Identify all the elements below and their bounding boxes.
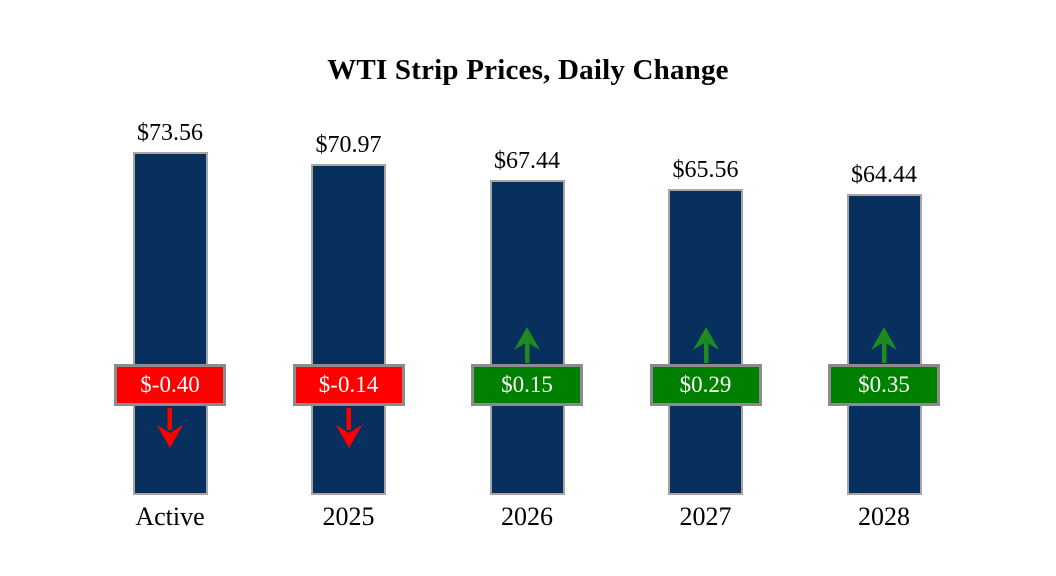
bar [668,189,743,495]
bar-value-label: $73.56 [137,120,203,146]
category-label: 2028 [858,502,910,531]
bar-value-label: $70.97 [315,132,382,158]
category-label: 2026 [501,502,553,531]
category-label: 2025 [322,502,375,531]
bar-value-label: $67.44 [494,148,560,174]
category-label: Active [135,502,205,531]
down-arrow-icon [334,408,364,448]
up-arrow-icon [512,327,542,363]
bar-value-label: $64.44 [851,162,917,188]
change-badge: $-0.40 [114,364,226,406]
up-arrow-icon [869,327,899,363]
down-arrow-icon [155,408,185,448]
chart-title: WTI Strip Prices, Daily Change [327,54,729,86]
change-badge: $0.35 [828,364,940,406]
change-badge: $-0.14 [292,364,405,406]
bar-value-label: $65.56 [672,157,739,183]
change-badge: $0.29 [649,364,762,406]
up-arrow-icon [691,327,721,363]
change-badge: $0.15 [471,364,583,406]
category-label: 2027 [679,502,732,531]
